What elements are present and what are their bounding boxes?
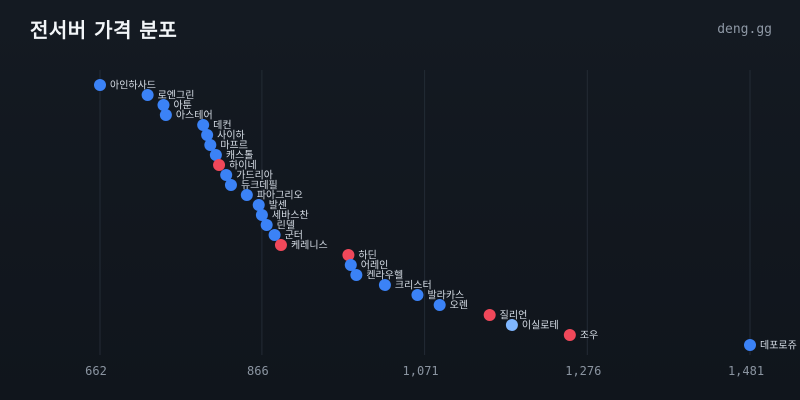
data-point[interactable]: 발센 — [252, 199, 287, 212]
point-marker[interactable] — [240, 189, 253, 201]
x-tick-label: 1,276 — [565, 364, 601, 378]
data-point[interactable]: 하딘 — [342, 249, 377, 262]
point-marker[interactable] — [220, 169, 233, 181]
point-marker[interactable] — [344, 259, 357, 271]
x-tick-label: 1,481 — [728, 364, 764, 378]
data-point[interactable]: 로엔그린 — [141, 89, 195, 102]
data-point[interactable]: 데컨 — [197, 119, 232, 132]
point-marker[interactable] — [209, 149, 222, 161]
data-point[interactable]: 어레인 — [344, 259, 389, 272]
point-marker[interactable] — [252, 199, 265, 211]
data-point[interactable]: 발라카스 — [411, 289, 464, 302]
point-marker[interactable] — [563, 329, 576, 341]
data-point[interactable]: 사이하 — [201, 129, 245, 142]
data-point[interactable]: 군터 — [268, 229, 303, 242]
data-point[interactable]: 듀크데필 — [224, 179, 278, 192]
point-marker[interactable] — [268, 229, 281, 241]
point-label: 케레니스 — [291, 240, 328, 252]
data-point[interactable]: 린델 — [260, 219, 295, 232]
data-point[interactable]: 아인하사드 — [94, 79, 156, 92]
point-label: 크리스터 — [395, 280, 432, 292]
point-marker[interactable] — [224, 179, 237, 191]
data-point[interactable]: 마프르 — [204, 139, 248, 152]
point-marker[interactable] — [350, 269, 363, 281]
point-label: 로엔그린 — [158, 90, 195, 102]
x-tick-label: 662 — [85, 364, 107, 378]
point-label: 오렌 — [450, 300, 468, 312]
data-point[interactable]: 켄라우헬 — [350, 269, 403, 282]
point-marker[interactable] — [260, 219, 273, 231]
point-marker[interactable] — [204, 139, 217, 151]
point-label: 가드리아 — [236, 170, 273, 182]
point-label: 세바스찬 — [272, 210, 309, 222]
point-marker[interactable] — [411, 289, 424, 301]
point-marker[interactable] — [274, 239, 287, 251]
data-point[interactable]: 이실로테 — [505, 319, 559, 332]
point-marker[interactable] — [213, 159, 226, 171]
point-label: 파아그리오 — [257, 190, 303, 202]
point-label: 아툰 — [173, 100, 191, 112]
point-marker[interactable] — [433, 299, 446, 311]
data-point[interactable]: 캐스톨 — [209, 149, 254, 162]
point-marker[interactable] — [505, 319, 518, 331]
point-marker[interactable] — [483, 309, 496, 321]
data-point[interactable]: 조우 — [563, 329, 598, 342]
point-label: 캐스톨 — [226, 150, 254, 162]
point-label: 조우 — [580, 330, 598, 342]
data-point[interactable]: 파아그리오 — [240, 189, 303, 202]
point-label: 아인하사드 — [110, 79, 156, 92]
point-marker[interactable] — [255, 209, 268, 221]
point-label: 발센 — [269, 200, 287, 212]
data-point[interactable]: 아스테어 — [159, 109, 213, 122]
point-label: 군터 — [285, 230, 303, 242]
x-axis-ticks: 662 866 1,071 1,276 1,481 — [85, 364, 764, 378]
point-marker[interactable] — [744, 339, 756, 351]
data-point[interactable]: 데포로쥬 — [744, 339, 797, 352]
data-point[interactable]: 케레니스 — [274, 239, 328, 252]
point-label: 듀크데필 — [241, 180, 278, 192]
point-marker[interactable] — [94, 79, 106, 91]
point-marker[interactable] — [342, 249, 355, 261]
point-marker[interactable] — [159, 109, 172, 121]
point-marker[interactable] — [141, 89, 154, 101]
point-label: 켄라우헬 — [366, 270, 403, 282]
point-marker[interactable] — [201, 129, 214, 141]
data-point[interactable]: 세바스찬 — [255, 209, 309, 222]
data-points: 아인하사드로엔그린아툰아스테어데컨사이하마프르캐스톨하이네가드리아듀크데필파아그… — [94, 79, 797, 352]
point-label: 데컨 — [213, 120, 231, 132]
x-tick-label: 1,071 — [403, 364, 439, 378]
brand-label[interactable]: deng.gg — [717, 22, 772, 37]
point-label: 린델 — [277, 220, 295, 232]
point-label: 어레인 — [361, 260, 389, 272]
point-label: 사이하 — [217, 129, 245, 142]
point-marker[interactable] — [378, 279, 391, 291]
point-label: 아스테어 — [176, 110, 213, 122]
data-point[interactable]: 크리스터 — [378, 279, 432, 292]
data-point[interactable]: 질리언 — [483, 309, 528, 322]
point-marker[interactable] — [157, 99, 170, 111]
point-marker[interactable] — [197, 119, 210, 131]
point-label: 발라카스 — [427, 290, 464, 302]
point-label: 하딘 — [358, 249, 376, 262]
point-label: 하이네 — [229, 159, 257, 172]
point-label: 데포로쥬 — [760, 340, 797, 352]
data-point[interactable]: 가드리아 — [220, 169, 273, 182]
x-tick-label: 866 — [247, 364, 269, 378]
point-label: 마프르 — [220, 140, 248, 152]
point-label: 질리언 — [500, 310, 528, 322]
data-point[interactable]: 아툰 — [157, 99, 192, 112]
data-point[interactable]: 오렌 — [433, 299, 468, 312]
point-label: 이실로테 — [522, 320, 559, 332]
data-point[interactable]: 하이네 — [213, 159, 257, 172]
page-title: 전서버 가격 분포 — [30, 18, 178, 42]
